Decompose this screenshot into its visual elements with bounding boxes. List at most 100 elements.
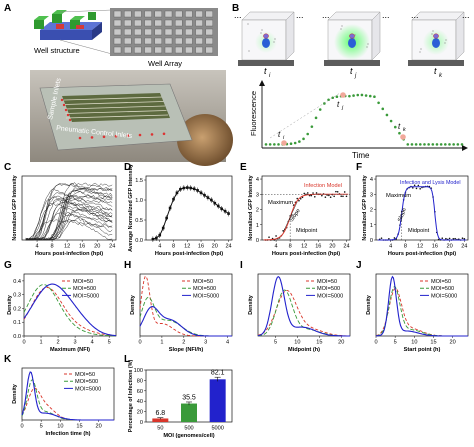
- well-cell: [174, 10, 183, 18]
- well-cell: [134, 10, 142, 18]
- slope-label: Slope: [289, 208, 302, 223]
- inlet-dot: [66, 113, 70, 117]
- inlet-dot: [64, 108, 68, 112]
- x-tick-label: 10: [411, 340, 417, 346]
- time-label-ti: t: [264, 66, 267, 76]
- data-point: [155, 236, 158, 240]
- data-point: [345, 195, 348, 198]
- fluorescence-dot: [439, 143, 443, 146]
- plot-frame: [21, 175, 117, 241]
- x-tick-label: 15: [76, 424, 82, 430]
- well-cell: [144, 19, 152, 27]
- x-tick-label: 24: [109, 244, 115, 250]
- data-point: [393, 237, 396, 239]
- cell-body: [262, 38, 270, 48]
- x-tick-label: 20: [94, 244, 100, 250]
- marker-ti-sub: i: [283, 135, 285, 141]
- panel-letter-f: F: [356, 162, 362, 173]
- well-cell: [154, 10, 163, 18]
- y-tick-label: 1: [256, 223, 259, 229]
- data-point: [172, 197, 175, 201]
- fluorescence-dot: [410, 143, 414, 146]
- channel-line: [64, 101, 164, 105]
- y-tick-label: 0.2: [13, 306, 21, 312]
- x-axis-label: Midpoint (h): [288, 347, 320, 353]
- data-point: [206, 196, 210, 199]
- particle-dot: [353, 37, 355, 39]
- x-tick-label: 20: [212, 244, 218, 250]
- data-point: [268, 236, 270, 238]
- model-label: Infection Model: [304, 183, 342, 189]
- bar-value-label: 82.1: [211, 370, 225, 377]
- y-tick-label: 0: [256, 238, 259, 244]
- y-tick-label: 3: [256, 192, 259, 198]
- midpoint-label: Midpoint: [408, 228, 430, 234]
- data-point: [199, 191, 203, 195]
- y-tick-label: 0: [370, 238, 373, 244]
- panel-letter-h: H: [124, 260, 131, 271]
- data-point: [189, 186, 193, 190]
- panel-letter-l: L: [124, 354, 130, 365]
- cube-side: [285, 11, 295, 61]
- marker-tj-label: t: [337, 100, 340, 109]
- model-fit-line: [377, 186, 467, 241]
- x-tick-label: 8: [51, 244, 54, 250]
- moi-50-curve: [375, 287, 468, 337]
- fluorescence-dot: [335, 95, 339, 99]
- legend-label: MOI=500: [431, 286, 454, 292]
- fluorescence-dot: [414, 143, 418, 146]
- well-cell: [164, 10, 173, 18]
- data-point: [380, 237, 383, 239]
- particle-dot: [341, 25, 343, 27]
- x-axis-label: Hours post-infection (hpi): [155, 251, 223, 257]
- panel-h-chart: 0 1 2 3 4 Slope (NFI/h) Density MOI=50MOI=500MO…: [130, 273, 233, 353]
- x-axis-label: Maximum (NFI): [50, 347, 90, 353]
- fluorescence-dot: [356, 93, 360, 97]
- panel-letter-b: B: [232, 3, 239, 14]
- well-cell: [205, 19, 214, 27]
- well-cell: [185, 10, 193, 18]
- particle-dot: [444, 42, 446, 44]
- trace-line: [25, 182, 113, 241]
- panel-letters: A B C D E F G H I J K L: [4, 3, 362, 365]
- data-point: [158, 233, 162, 237]
- channel-lines: [63, 96, 169, 119]
- data-point: [324, 196, 327, 198]
- data-point: [333, 195, 335, 198]
- panel-letter-g: G: [4, 260, 12, 271]
- y-axis-label: Density: [130, 295, 136, 314]
- well-cell: [134, 28, 142, 36]
- panel-g-chart: 0 1 2 3 4 5 0.0 0.1 0.2 0.3 0.4 Maximum (NFI) Densit…: [7, 273, 117, 353]
- x-tick-label: 4: [91, 340, 94, 346]
- moi-5000-curve: [257, 276, 350, 337]
- x-tick-label: 12: [184, 244, 190, 250]
- x-tick-label: 4: [226, 340, 229, 346]
- well-cell: [185, 19, 193, 27]
- fluorescence-dot: [452, 143, 455, 146]
- x-tick-label: 15: [316, 340, 322, 346]
- well-cell: [123, 28, 132, 36]
- data-point: [314, 195, 316, 198]
- channel-line: [63, 96, 163, 101]
- x-axis-label: Slope (NFI/h): [169, 347, 204, 353]
- y-axis-label: Density: [7, 295, 13, 314]
- data-point: [413, 184, 416, 187]
- fluorescence-dot: [277, 143, 280, 146]
- x-tick-label: 24: [461, 244, 467, 250]
- y-axis-label: Percentage of Infections (%): [128, 360, 134, 433]
- well-structure-icon: [34, 10, 102, 40]
- ellipsis: ...: [382, 10, 390, 20]
- inlet-dot: [68, 118, 72, 122]
- y-tick-label: 0.4: [13, 279, 21, 285]
- x-tick-label: 2: [57, 340, 60, 346]
- time-sub-k: k: [439, 73, 443, 79]
- well-cell: [195, 46, 203, 54]
- moi-5000-curve: [375, 275, 468, 337]
- well-cell: [134, 37, 142, 45]
- well-cell: [205, 37, 214, 45]
- data-point: [321, 194, 323, 197]
- data-point: [335, 190, 337, 193]
- legend-label: MOI=500: [75, 379, 98, 385]
- well-cell: [195, 37, 203, 45]
- particle-dot: [273, 41, 275, 43]
